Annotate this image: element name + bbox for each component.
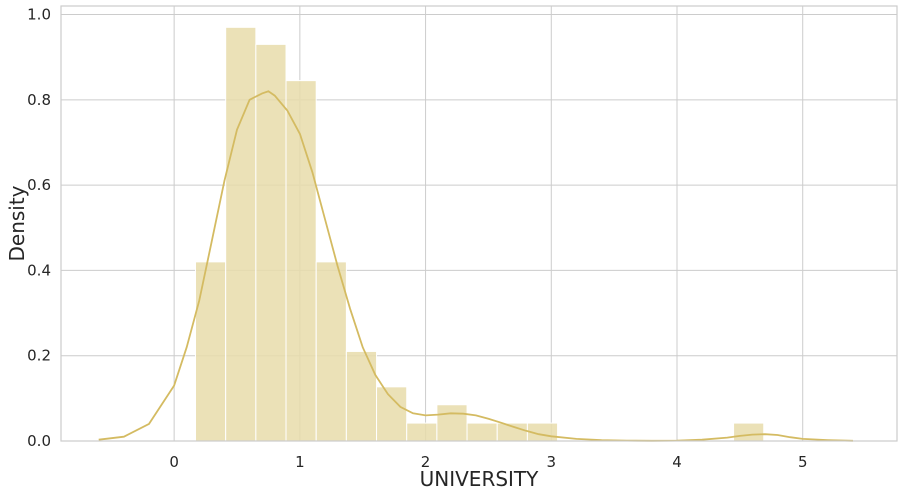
histogram-bar-0 (195, 261, 227, 442)
histogram-bar-1 (225, 26, 257, 442)
plot-frame (60, 5, 898, 442)
x-tick-labels: 0 1 2 3 4 5 (169, 453, 807, 471)
y-tick-label-1: 0.2 (27, 347, 51, 365)
y-tick-label-5: 1.0 (27, 6, 51, 24)
kde-curve (98, 90, 854, 442)
histogram-bar-8 (436, 404, 468, 442)
x-tick-label-1: 1 (295, 453, 305, 471)
y-tick-label-4: 0.8 (27, 91, 51, 109)
y-tick-label-2: 0.4 (27, 261, 51, 279)
histogram-bar-2 (255, 43, 287, 442)
x-tick-label-0: 0 (169, 453, 179, 471)
histogram-bar-3 (285, 80, 317, 442)
x-axis-label: UNIVERSITY (420, 467, 540, 491)
y-tick-label-3: 0.6 (27, 176, 51, 194)
histogram-bar-6 (376, 386, 408, 442)
grid-lines (61, 6, 897, 442)
x-tick-label-4: 4 (672, 453, 682, 471)
x-tick-label-2: 2 (421, 453, 431, 471)
x-tick-label-3: 3 (547, 453, 557, 471)
histogram-bar-12 (733, 422, 765, 442)
histogram-bar-4 (315, 261, 347, 442)
histogram-bars (195, 26, 765, 442)
y-axis-label: Density (5, 185, 29, 261)
histogram-bar-5 (345, 350, 378, 442)
y-tick-labels: 0.0 0.2 0.4 0.6 0.8 1.0 (27, 6, 51, 450)
x-tick-label-5: 5 (798, 453, 808, 471)
histogram-bar-9 (466, 422, 498, 442)
histogram-bar-7 (406, 422, 438, 442)
y-tick-label-0: 0.0 (27, 432, 51, 450)
